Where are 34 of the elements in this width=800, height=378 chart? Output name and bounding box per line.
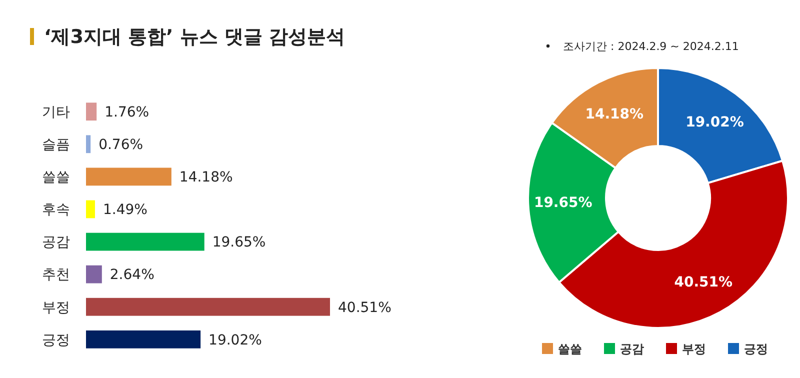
text: 조사기간 : 2024.2.9 ~ 2024.2.11 [563,40,739,53]
data-label: 1.76% [104,104,150,120]
legend-label: 긍정 [744,342,768,356]
legend-label: 부정 [682,342,706,356]
data-label: 19.02% [686,114,744,131]
y-tick-label: 공감 [42,234,70,251]
data-label: 40.51% [338,300,392,316]
legend-label: 쓸쓸 [558,342,582,356]
bar [86,232,204,251]
y-tick-label: 쓸쓸 [42,170,70,186]
y-tick-label: 기타 [42,104,70,120]
y-tick-label: 부정 [42,300,70,316]
data-label: 2.64% [110,267,154,284]
y-tick-label: 슬픔 [42,137,70,154]
data-label: 14.18% [179,170,233,186]
bar [86,135,91,154]
legend-label: 공감 [620,342,644,356]
bar [86,200,95,218]
data-label: 0.76% [98,137,144,154]
bar [86,102,97,121]
y-tick-label: 긍정 [42,332,70,348]
data-label: 19.65% [534,195,592,212]
data-label: 14.18% [585,106,644,123]
bar [86,265,102,284]
bar [86,168,172,186]
chart-title: ‘제3지대 통합’ 뉴스 댓글 감성분석 [44,26,346,48]
y-tick-label: 추천 [42,267,70,284]
data-label: 1.49% [102,202,148,218]
y-tick-label: 후속 [42,202,70,218]
bar [86,330,201,348]
data-label: 40.51% [674,274,733,290]
data-label: 19.65% [212,234,266,251]
bar [86,298,330,316]
data-label: 19.02% [208,332,262,348]
